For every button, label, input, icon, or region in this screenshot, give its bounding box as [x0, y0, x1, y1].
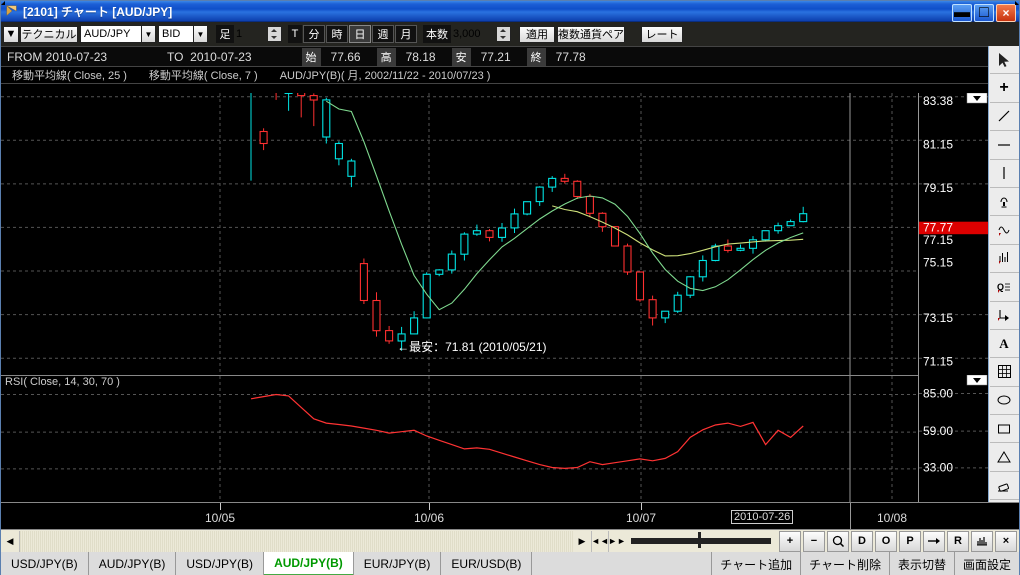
svg-text:85.00: 85.00	[923, 387, 953, 401]
svg-text:79.15: 79.15	[923, 181, 953, 195]
svg-text:←最安：71.81 (2010/05/21): ←最安：71.81 (2010/05/21)	[397, 339, 546, 354]
svg-text:81.15: 81.15	[923, 138, 953, 152]
svg-text:33.00: 33.00	[923, 461, 953, 475]
svg-text:73.15: 73.15	[923, 311, 953, 325]
svg-text:71.15: 71.15	[923, 355, 953, 369]
svg-text:77.15: 77.15	[923, 233, 953, 247]
svg-text:59.00: 59.00	[923, 424, 953, 438]
svg-text:83.38: 83.38	[923, 94, 953, 108]
svg-text:75.15: 75.15	[923, 256, 953, 270]
